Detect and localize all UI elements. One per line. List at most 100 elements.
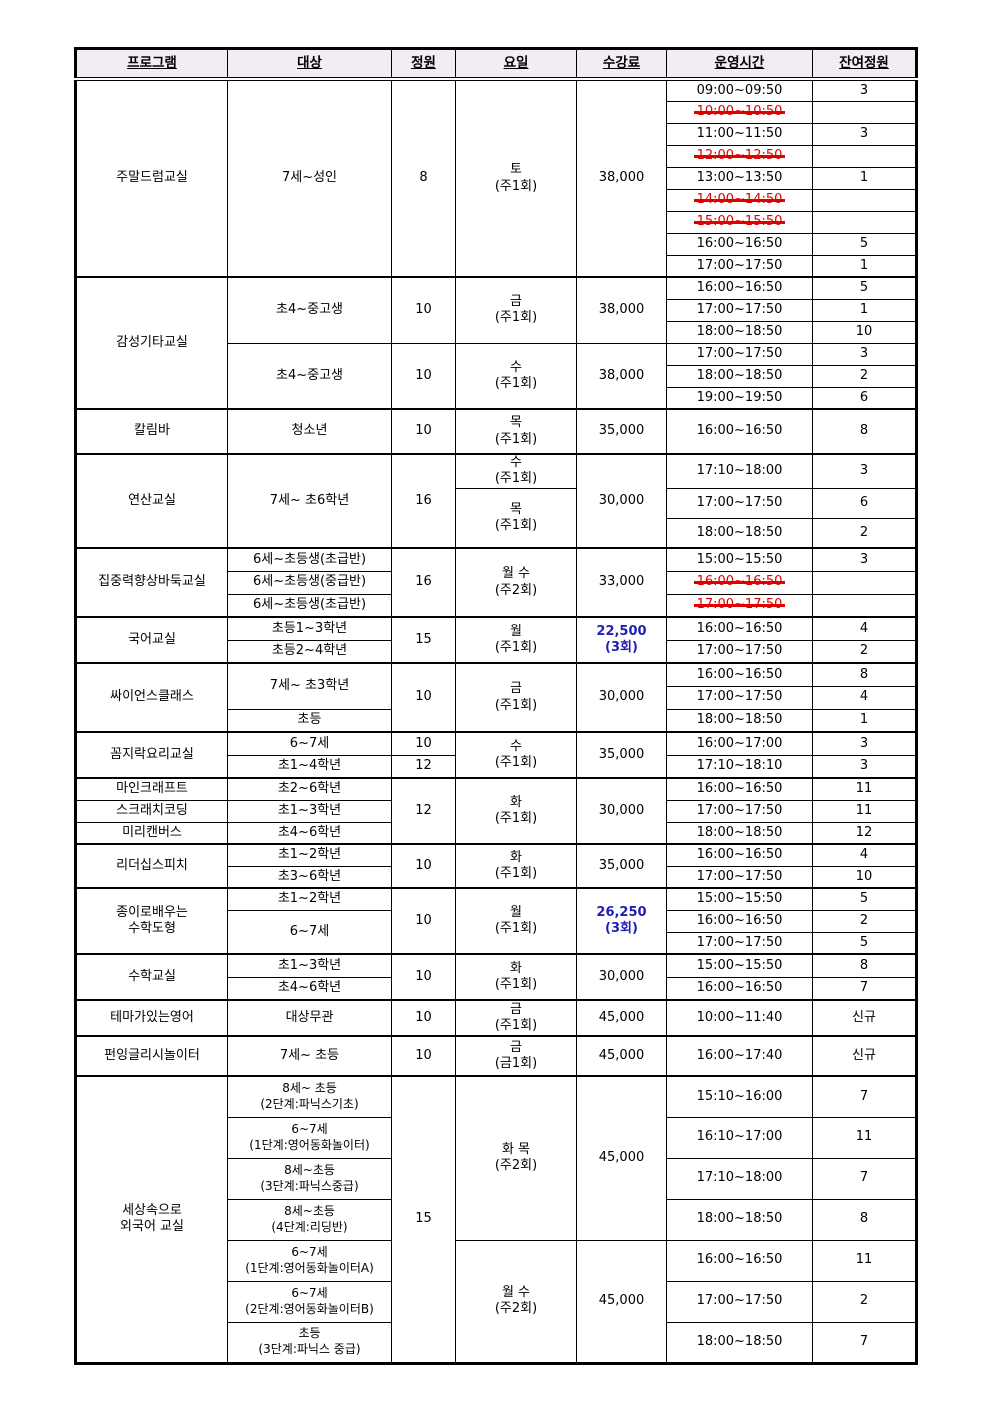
column-header-fee: 수강료 <box>576 48 667 81</box>
time-cell: 18:00~18:50 <box>666 517 813 549</box>
target-cell: 초등1~3학년 <box>227 616 392 641</box>
time-cell: 19:00~19:50 <box>666 386 813 410</box>
table-row: 미리캔버스 초4~6학년 18:00~18:50 12 <box>75 821 917 845</box>
remaining-cell: 7 <box>812 976 917 1001</box>
target-cell: 청소년 <box>227 408 392 455</box>
table-row: 종이로배우는 수학도형 초1~2학년 10 월 (주1회) 26,250 (3회… <box>75 887 917 955</box>
program-cell: 싸이언스클래스 <box>75 662 228 733</box>
column-header-target: 대상 <box>227 48 392 81</box>
time-cell: 16:00~16:50 <box>666 976 813 1001</box>
time-cell: 11:00~11:50 <box>666 122 813 146</box>
table-row: 꼼지락요리교실 6~7세 10 수 (주1회) 35,000 16:00~17:… <box>75 731 917 779</box>
target-cell: 초등 (3단계:파닉스 중급) <box>227 1321 392 1364</box>
cancelled-time: 14:00~14:50 <box>693 192 786 208</box>
fee-cell: 30,000 <box>576 662 667 733</box>
fee-cell: 33,000 <box>576 547 667 618</box>
time-cell: 17:00~17:50 <box>666 639 813 664</box>
program-cell: 감성기타교실 <box>75 276 228 410</box>
remaining-cell: 1 <box>812 166 917 190</box>
time-cell: 17:10~18:00 <box>666 1157 813 1200</box>
time-cell: 18:00~18:50 <box>666 1321 813 1364</box>
capacity-cell: 10 <box>391 843 456 889</box>
remaining-cell: 신규 <box>812 1035 917 1077</box>
target-cell: 8세~초등 (3단계:파닉스중급) <box>227 1157 392 1200</box>
capacity-cell: 10 <box>391 662 456 733</box>
table-row: 초등 (3단계:파닉스 중급) 18:00~18:50 7 <box>76 1321 917 1364</box>
table-row: 집중력향상바둑교실 6세~초등생(초급반) 16 월 수 (주2회) 33,00… <box>75 547 917 618</box>
time-cell: 16:00~16:50 <box>666 408 813 455</box>
remaining-cell: 3 <box>812 342 917 366</box>
remaining-cell <box>812 144 917 168</box>
program-cell: 리더십스피치 <box>75 843 228 889</box>
table-row: 주말드럼교실 7세~성인 8 토 (주1회) 38,000 09:00~09:5… <box>75 78 917 278</box>
time-cell: 16:00~16:50 <box>666 777 813 801</box>
program-cell: 수학교실 <box>75 953 228 1001</box>
target-cell: 7세~성인 <box>227 78 392 278</box>
program-cell: 연산교실 <box>75 453 228 549</box>
table-row: 초등 18:00~18:50 1 <box>76 708 917 733</box>
fee-cell: 38,000 <box>576 276 667 344</box>
time-cell: 18:00~18:50 <box>666 364 813 388</box>
table-row: 국어교실 초등1~3학년 15 월 (주1회) 22,500 (3회) 16:0… <box>75 616 917 664</box>
remaining-cell: 신규 <box>812 999 917 1037</box>
table-row: 17:00~17:50 1 <box>76 254 917 278</box>
time-cell: 15:00~15:50 <box>666 547 813 572</box>
remaining-cell: 3 <box>812 547 917 572</box>
cancelled-time: 17:00~17:50 <box>693 597 786 613</box>
time-cell: 16:00~16:50 <box>666 843 813 867</box>
target-cell: 6세~초등생(초급반) <box>227 547 392 572</box>
program-cell: 꼼지락요리교실 <box>75 731 228 779</box>
fee-cell: 30,000 <box>576 453 667 549</box>
target-cell: 초등 <box>227 708 392 733</box>
fee-cell: 35,000 <box>576 408 667 455</box>
remaining-cell: 3 <box>812 122 917 146</box>
table-row: 18:00~18:50 2 <box>76 517 917 549</box>
remaining-cell: 11 <box>812 777 917 801</box>
remaining-cell: 5 <box>812 232 917 256</box>
capacity-cell: 15 <box>391 1075 456 1364</box>
time-cell: 17:00~17:50 <box>666 799 813 823</box>
time-cell: 17:00~17:50 <box>666 685 813 710</box>
fee-cell: 30,000 <box>576 953 667 1001</box>
column-header-capacity: 정원 <box>391 48 456 81</box>
time-cell: 17:00~17:50 <box>666 865 813 889</box>
remaining-cell: 8 <box>812 1198 917 1241</box>
day-cell: 금 (주1회) <box>455 662 577 733</box>
time-cell: 13:00~13:50 <box>666 166 813 190</box>
target-cell: 초1~3학년 <box>227 799 392 823</box>
target-cell: 6~7세 <box>227 731 392 756</box>
day-cell: 목 (주1회) <box>455 487 577 549</box>
remaining-cell: 8 <box>812 408 917 455</box>
day-cell: 월 수 (주2회) <box>455 1239 577 1364</box>
time-cell: 18:00~18:50 <box>666 708 813 733</box>
remaining-cell: 12 <box>812 821 917 845</box>
table-row: 초1~4학년 12 17:10~18:10 3 <box>76 754 917 779</box>
table-row: 13:00~13:50 1 <box>76 166 917 190</box>
remaining-cell: 5 <box>812 887 917 911</box>
remaining-cell: 4 <box>812 843 917 867</box>
time-cell: 17:00~17:50 <box>666 1280 813 1323</box>
time-cell: 18:00~18:50 <box>666 821 813 845</box>
target-cell: 대상무관 <box>227 999 392 1037</box>
remaining-cell: 11 <box>812 799 917 823</box>
target-cell: 6~7세 (1단계:영어동화놀이터A) <box>227 1239 392 1282</box>
table-row: 초4~중고생 10 수 (주1회) 38,000 17:00~17:50 3 <box>76 342 917 410</box>
remaining-cell <box>812 570 917 595</box>
target-cell: 6~7세 <box>227 909 392 955</box>
remaining-cell <box>812 210 917 234</box>
fee-cell: 45,000 <box>576 1075 667 1241</box>
remaining-cell: 6 <box>812 386 917 410</box>
time-cell: 15:10~16:00 <box>666 1075 813 1118</box>
table-row: 17:00~17:50 5 <box>76 931 917 955</box>
table-row: 6~7세 16:00~16:50 2 <box>76 909 917 955</box>
target-cell: 초1~2학년 <box>227 887 392 911</box>
target-cell: 초4~중고생 <box>227 276 392 344</box>
capacity-cell: 12 <box>391 754 456 779</box>
remaining-cell: 2 <box>812 1280 917 1323</box>
target-cell: 초1~2학년 <box>227 843 392 867</box>
time-cell: 16:00~16:50 <box>666 570 813 595</box>
cancelled-time: 12:00~12:50 <box>693 148 786 164</box>
capacity-cell: 16 <box>391 547 456 618</box>
table-row: 연산교실 7세~ 초6학년 16 수 (주1회) 30,000 17:10~18… <box>75 453 917 549</box>
day-cell: 화 목 (주2회) <box>455 1075 577 1241</box>
